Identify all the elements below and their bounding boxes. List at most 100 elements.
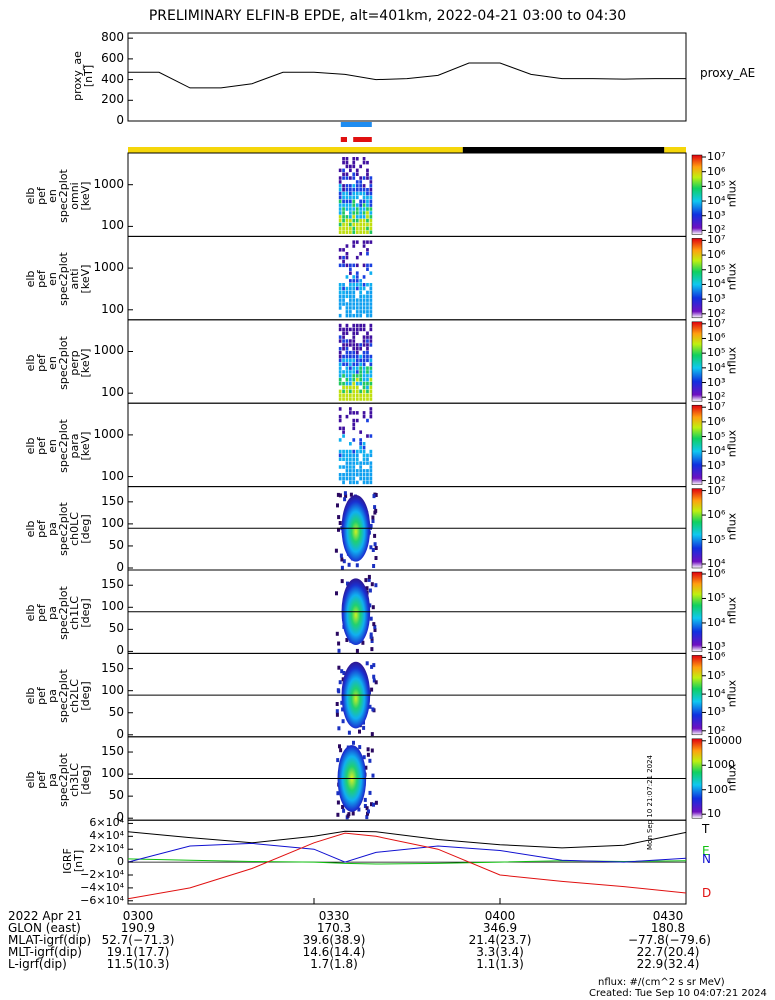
spec-pixel (338, 248, 342, 252)
spec-pixel (338, 397, 342, 401)
spec-pixel (359, 218, 363, 223)
spec-pixel (338, 354, 342, 359)
spec-pixel (359, 279, 363, 283)
spec-ylabel: elb pef en spec2plot omni [keV] (24, 168, 92, 223)
colorbar (691, 321, 703, 402)
spec-pixel (352, 449, 356, 454)
spec-pixel (355, 378, 359, 382)
spec-pixel (367, 577, 371, 582)
spec-pixel (369, 465, 373, 469)
spec-pixel (352, 218, 356, 223)
spec-pixel (338, 218, 342, 223)
spec-pixel (349, 370, 352, 374)
spec-pixel (355, 310, 359, 314)
spec-pixel (349, 211, 352, 215)
spec-pixel (369, 335, 373, 339)
spec-pixel (362, 335, 366, 339)
spec-pixel (345, 275, 349, 279)
spec-pixel (366, 313, 369, 318)
spec-pixel (369, 211, 373, 215)
colorbar-tick-label: 10⁶ (707, 508, 726, 522)
spec-pixel (345, 306, 349, 310)
spec-pixel (359, 207, 363, 211)
spec-pixel (355, 418, 359, 423)
spec-pixel (352, 457, 356, 461)
ephem-value: 22.7(20.4) (636, 945, 700, 959)
spec-pixel (345, 172, 349, 176)
spec-pixel (362, 397, 366, 401)
spec-pixel (369, 393, 373, 397)
spec-pixel (362, 725, 366, 730)
spec-pixel (352, 476, 356, 481)
spec-pixel (342, 230, 345, 234)
spec-pixel (362, 480, 366, 485)
spec-pixel (338, 358, 342, 363)
spec-pixel (369, 366, 373, 370)
spec-pixel (366, 160, 369, 165)
spec-pixel (365, 661, 369, 666)
spec-pixel (342, 354, 345, 359)
spec-pixel (372, 622, 376, 627)
colorbar-tick-label: 10⁴ (707, 615, 726, 629)
spec-pixel (342, 286, 345, 291)
spec-pixel (345, 244, 349, 248)
colorbar-label: nflux (725, 679, 739, 708)
spec-pixel (366, 358, 369, 363)
spec-pixel (374, 680, 378, 685)
spec-pixel (338, 184, 342, 188)
spec-pixel (359, 430, 363, 434)
spec-pixel (366, 385, 369, 390)
spec-pixel (369, 354, 373, 359)
colorbar-tick-label: 10⁶ (707, 331, 726, 345)
spec-pixel (366, 366, 369, 370)
spec-pixel (359, 389, 363, 394)
spec-pixel (352, 438, 356, 442)
spec-pixel (342, 302, 345, 306)
colorbar-label: nflux (725, 763, 739, 791)
created-footer: Created: Tue Sep 10 04:07:21 2024 (589, 988, 767, 999)
spec-pixel (352, 331, 356, 335)
spec-pixel (349, 461, 352, 465)
spec-pixel (355, 350, 359, 355)
spec-pixel (366, 461, 369, 465)
spec-pixel (362, 385, 366, 390)
spec-pixel (362, 414, 366, 419)
spec-pixel (352, 461, 356, 465)
spec-pixel (338, 493, 342, 498)
spec-pixel (358, 745, 362, 750)
spec-pixel (342, 191, 345, 196)
colorbar-tick-label: 1000 (707, 758, 735, 772)
spec-pixel (345, 354, 349, 359)
spec-pixel (355, 381, 359, 386)
spec-pixel (338, 418, 342, 423)
spec-pixel (352, 164, 356, 169)
spec-pixel (359, 323, 363, 328)
spec-pixel (366, 310, 369, 314)
spec-pixel (342, 453, 345, 458)
spec-pixel (359, 230, 363, 234)
spec-pixel (366, 267, 369, 271)
ae-ylabel: proxy_ae [nT] (71, 51, 95, 101)
ephem-value: 0430 (652, 909, 684, 923)
spec-pixel (362, 298, 366, 302)
spec-pixel (342, 226, 345, 231)
spec-pixel (359, 298, 363, 302)
spec-pixel (345, 457, 349, 461)
spec-pixel (349, 263, 352, 268)
spec-pixel (369, 290, 373, 295)
spec-pixel (345, 188, 349, 192)
spec-pixel (342, 343, 345, 347)
igrf-ytick-label: −4×10⁴ (80, 880, 124, 894)
spec-pixel (355, 389, 359, 394)
spec-pixel (355, 298, 359, 302)
spec-ytick-label: 100 (101, 301, 124, 316)
colorbar (691, 404, 703, 485)
spec-pixel (338, 298, 342, 302)
spec-pixel (349, 366, 352, 370)
colorbar-tick-label: 10³ (707, 208, 726, 222)
colorbar-tick-label: 10000 (707, 733, 742, 747)
spec-ytick-label: 100 (101, 599, 124, 614)
spec-pixel (366, 226, 369, 231)
spec-pixel (349, 164, 352, 169)
spec-pixel (341, 805, 345, 809)
